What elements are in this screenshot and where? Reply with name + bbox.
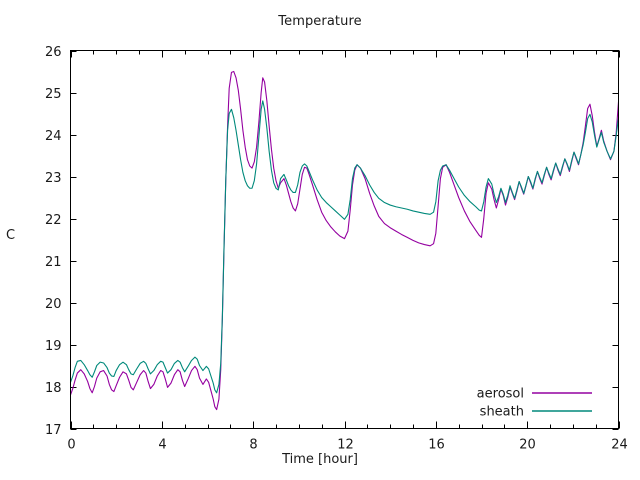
x-tick-label: 16: [428, 438, 445, 453]
x-tick-label: 4: [158, 438, 166, 453]
page-title: Temperature: [278, 14, 362, 29]
y-tick-label: 26: [45, 45, 62, 60]
y-tick-label: 22: [45, 213, 62, 228]
y-tick-label: 21: [45, 255, 62, 270]
y-axis-label: C: [6, 228, 16, 243]
x-axis-label: Time [hour]: [282, 452, 358, 467]
y-tick-label: 17: [45, 423, 62, 438]
x-tick-label: 12: [337, 438, 354, 453]
plot-frame: [70, 50, 619, 429]
legend-label-aerosol: aerosol: [477, 387, 524, 402]
y-tick-label: 19: [45, 339, 62, 354]
y-tick-label: 25: [45, 87, 62, 102]
legend-label-sheath: sheath: [480, 405, 524, 420]
series-line-aerosol: [69, 70, 620, 411]
y-tick-label: 23: [45, 171, 62, 186]
x-tick-label: 24: [611, 438, 628, 453]
series-lines: [69, 70, 620, 411]
series-line-sheath: [69, 100, 620, 394]
y-tick-label: 24: [45, 129, 62, 144]
x-tick-label: 8: [249, 438, 257, 453]
y-tick-label: 18: [45, 381, 62, 396]
x-tick-label: 0: [67, 438, 75, 453]
y-tick-label: 20: [45, 297, 62, 312]
axis-ticks: 17 18 19 20 21 22 23 24 25 26 0 4 8 12 16 20 24: [45, 45, 628, 453]
x-tick-label: 20: [519, 438, 536, 453]
chart-legend[interactable]: aerosol sheath: [477, 387, 592, 420]
